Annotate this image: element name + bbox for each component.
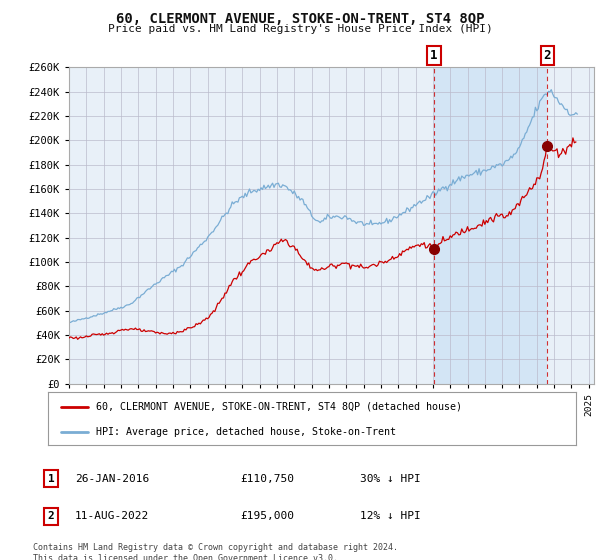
Text: 60, CLERMONT AVENUE, STOKE-ON-TRENT, ST4 8QP: 60, CLERMONT AVENUE, STOKE-ON-TRENT, ST4… [116,12,484,26]
Text: 2: 2 [47,511,55,521]
Text: 1: 1 [430,49,438,62]
Text: 2: 2 [544,49,551,62]
Bar [434,67,547,384]
Text: Contains HM Land Registry data © Crown copyright and database right 2024.
This d: Contains HM Land Registry data © Crown c… [33,543,398,560]
Text: 26-JAN-2016: 26-JAN-2016 [75,474,149,484]
Text: 12% ↓ HPI: 12% ↓ HPI [360,511,421,521]
Text: HPI: Average price, detached house, Stoke-on-Trent: HPI: Average price, detached house, Stok… [95,427,395,437]
Text: 1: 1 [47,474,55,484]
Text: £195,000: £195,000 [240,511,294,521]
Text: 30% ↓ HPI: 30% ↓ HPI [360,474,421,484]
Text: Price paid vs. HM Land Registry's House Price Index (HPI): Price paid vs. HM Land Registry's House … [107,24,493,34]
Text: 11-AUG-2022: 11-AUG-2022 [75,511,149,521]
Text: £110,750: £110,750 [240,474,294,484]
Text: 60, CLERMONT AVENUE, STOKE-ON-TRENT, ST4 8QP (detached house): 60, CLERMONT AVENUE, STOKE-ON-TRENT, ST4… [95,402,461,412]
